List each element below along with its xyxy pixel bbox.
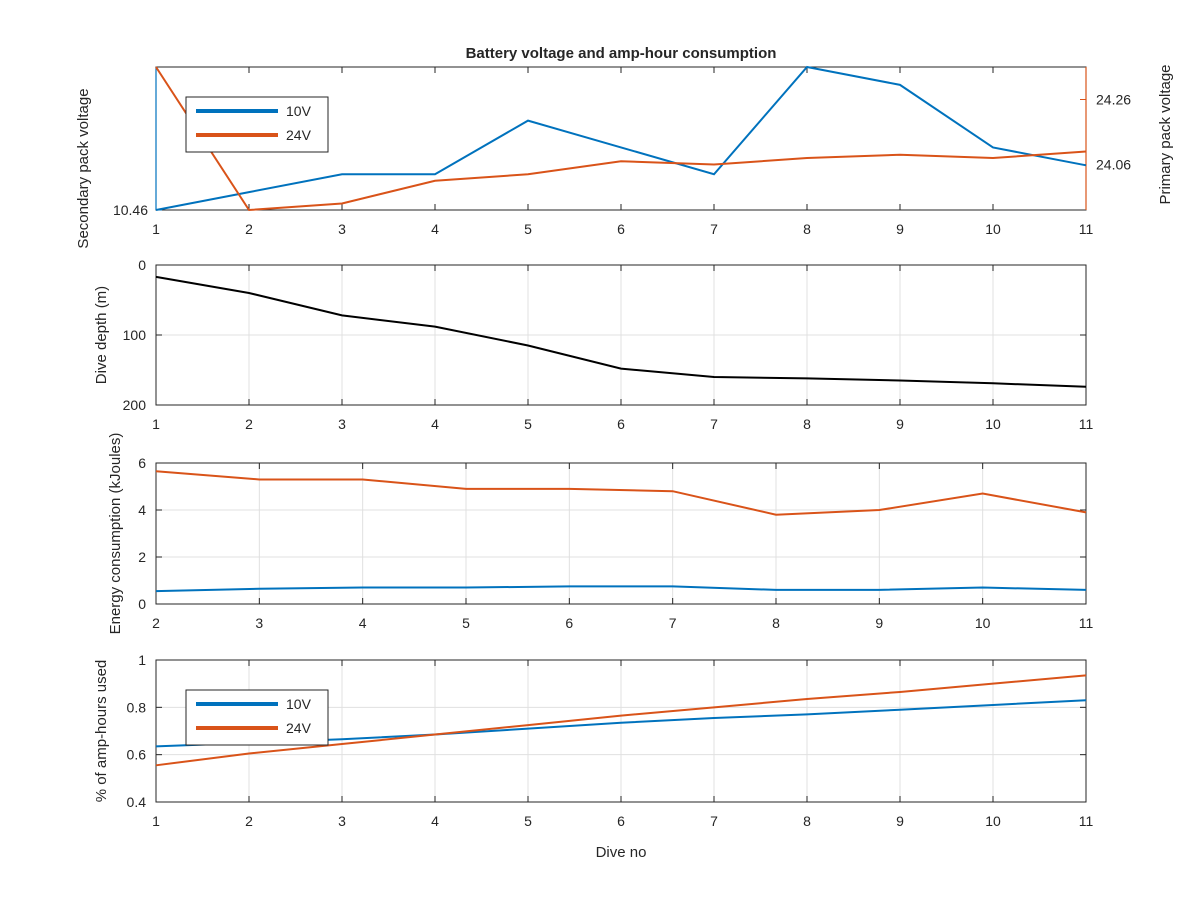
voltage-xtick-label: 10 [985,221,1001,237]
energy-xtick-label: 8 [772,615,780,631]
energy-ytick-label: 0 [138,596,146,612]
energy-xtick-label: 2 [152,615,160,631]
depth-xtick-label: 6 [617,416,625,432]
voltage-xtick-label: 9 [896,221,904,237]
depth-xtick-label: 11 [1079,416,1094,432]
energy-xtick-label: 10 [975,615,991,631]
depth-ytick-label: 100 [123,327,147,343]
energy-axes-box [155,462,1087,605]
amphours-xtick-label: 1 [152,813,160,829]
voltage-xtick-label: 4 [431,221,439,237]
energy-xtick-label: 4 [359,615,367,631]
depth-ylabel: Dive depth (m) [93,286,110,384]
amphours-ytick-label: 0.8 [127,699,147,715]
amphours-legend-label-24V: 24V [286,720,312,736]
amphours-xtick-label: 7 [710,813,718,829]
amphours-axes-frame [155,659,1087,803]
amphours-legend-box [185,689,329,746]
depth-xtick-label: 4 [431,416,439,432]
amphours-legend: 10V 24V [185,689,329,746]
energy-xtick-label: 9 [875,615,883,631]
voltage-legend-label-10V: 10V [286,103,312,119]
amphours-legend-label-10V: 10V [286,696,312,712]
depth-xtick-label: 8 [803,416,811,432]
energy-xtick-label: 5 [462,615,470,631]
voltage-xtick-label: 3 [338,221,346,237]
voltage-xtick-label: 2 [245,221,253,237]
depth-xtick-label: 9 [896,416,904,432]
series-line-24V [155,66,1087,212]
energy-ylabel: Energy consumption (kJoules) [107,433,124,635]
energy-xtick-label: 11 [1079,615,1094,631]
amphours-ytick-label: 0.4 [127,794,147,810]
depth-xtick-label: 5 [524,416,532,432]
amphours-xtick-label: 3 [338,813,346,829]
depth-xtick-label: 3 [338,416,346,432]
chart-title: Battery voltage and amp-hour consumption [466,45,777,62]
voltage-subplot: 1 2 3 4 5 6 7 8 9 10 11 10.46 24.06 24.26 Secondary pa… [75,64,1174,248]
left-ytick-label: 10.46 [113,202,148,218]
amphours-series-line-1 [155,674,1087,767]
energy-xtick-label: 7 [669,615,677,631]
voltage-xtick-label: 11 [1079,221,1094,237]
left-axis-label: Secondary pack voltage [75,88,92,248]
series-line-10V [155,65,1087,211]
amphours-ytick-label: 0.6 [127,747,147,763]
energy-axes-frame [155,462,1087,605]
energy-ytick-label: 4 [138,502,146,518]
depth-xtick-label: 2 [245,416,253,432]
amphours-ylabel: % of amp-hours used [93,660,110,803]
amphours-xtick-label: 9 [896,813,904,829]
depth-ytick-label: 200 [123,397,147,413]
voltage-legend: 10V 24V [185,96,329,153]
amphours-xtick-label: 2 [245,813,253,829]
depth-xtick-label: 7 [710,416,718,432]
depth-subplot: 1 2 3 4 5 6 7 8 9 10 11 0 100 200 Dive depth (m) [93,257,1093,432]
voltage-legend-box [185,96,329,153]
energy-ytick-label: 2 [138,549,146,565]
depth-series-line-0 [155,275,1087,388]
depth-xtick-label: 1 [152,416,160,432]
depth-xtick-label: 10 [985,416,1001,432]
amphours-xtick-label: 6 [617,813,625,829]
amphours-subplot: 1 2 3 4 5 6 7 8 9 10 11 0.4 0.6 0.8 1 % of amp-hours us… [93,652,1093,861]
energy-ytick-label: 6 [138,455,146,471]
voltage-xtick-label: 8 [803,221,811,237]
voltage-xtick-label: 5 [524,221,532,237]
energy-series-line-1 [155,470,1087,516]
voltage-xtick-label: 7 [710,221,718,237]
x-axis-label: Dive no [596,844,647,861]
energy-series-line-0 [155,585,1087,593]
voltage-xtick-label: 1 [152,221,160,237]
amphours-xtick-label: 8 [803,813,811,829]
energy-xtick-label: 6 [565,615,573,631]
right-axis-label: Primary pack voltage [1157,64,1174,204]
energy-xtick-label: 3 [255,615,263,631]
amphours-xtick-label: 5 [524,813,532,829]
voltage-legend-label-24V: 24V [286,127,312,143]
right-ytick-label: 24.06 [1096,157,1131,173]
amphours-xtick-label: 11 [1079,813,1094,829]
right-ytick-label: 24.26 [1096,92,1131,108]
voltage-xtick-label: 6 [617,221,625,237]
amphours-xtick-label: 4 [431,813,439,829]
depth-axes-frame [155,264,1087,406]
depth-ytick-label: 0 [138,257,146,273]
amphours-ytick-label: 1 [138,652,146,668]
amphours-xtick-label: 10 [985,813,1001,829]
